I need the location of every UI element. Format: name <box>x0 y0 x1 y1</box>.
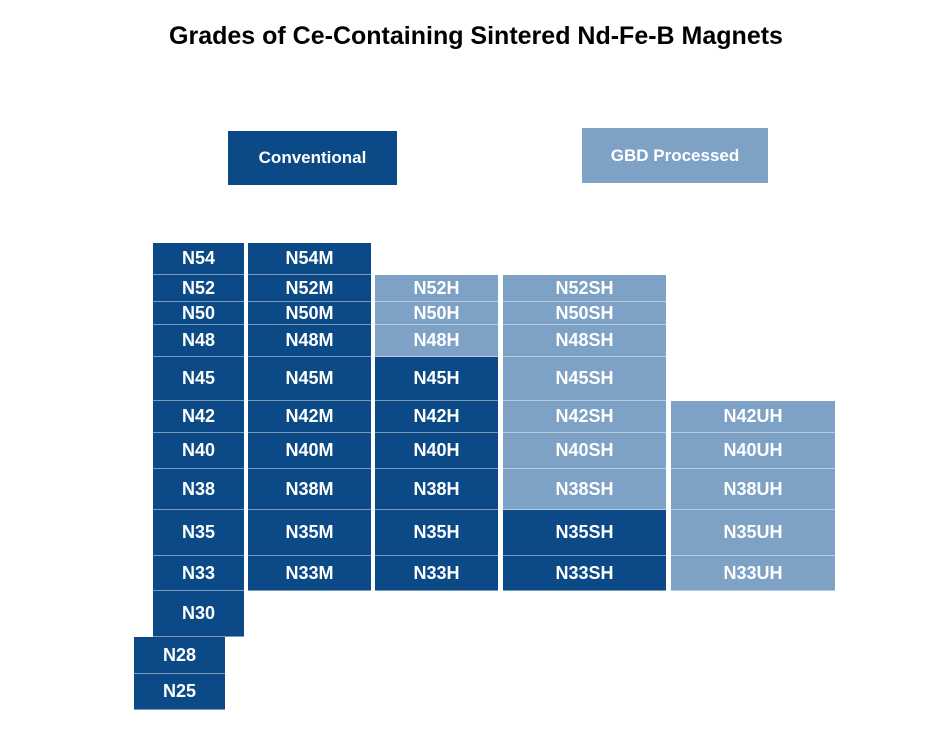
grade-label: N40 <box>181 440 216 460</box>
grade-label: N45SH <box>555 368 614 388</box>
grade-label: N50 <box>181 302 216 323</box>
grade-cell-n42sh: N42SH <box>503 401 666 433</box>
grade-label: N42SH <box>555 406 614 426</box>
grade-label: N45H <box>413 368 460 388</box>
grade-cell-n38uh: N38UH <box>671 469 835 510</box>
grade-cell-n42: N42 <box>153 401 244 433</box>
grade-cell-n54: N54 <box>153 243 244 275</box>
legend-conventional: Conventional <box>228 131 397 185</box>
grade-label: N35H <box>413 522 460 542</box>
grade-label: N52SH <box>555 277 614 298</box>
grade-cell-n33m: N33M <box>248 556 371 591</box>
grade-cell-n52: N52 <box>153 275 244 302</box>
grade-cell-n35sh: N35SH <box>503 510 666 556</box>
grade-label: N35SH <box>555 522 614 542</box>
grade-label: N33UH <box>723 562 783 583</box>
grade-label: N38UH <box>723 478 783 499</box>
legend-conventional-label: Conventional <box>258 148 367 167</box>
grade-label: N35UH <box>723 522 783 542</box>
grade-label: N48SH <box>555 330 614 350</box>
grade-cell-n40m: N40M <box>248 433 371 469</box>
grade-cell-n38m: N38M <box>248 469 371 510</box>
grade-label: N40H <box>413 440 460 460</box>
grade-label: N40M <box>285 440 334 460</box>
grade-label: N48H <box>413 330 460 350</box>
grade-label: N38 <box>181 478 216 499</box>
grade-cell-n38: N38 <box>153 469 244 510</box>
grade-cell-n30: N30 <box>153 591 244 637</box>
grade-label: N30 <box>181 603 216 623</box>
grade-label: N45M <box>285 368 334 388</box>
grade-cell-n33h: N33H <box>375 556 498 591</box>
grade-label: N45 <box>181 368 216 388</box>
grade-cell-n38h: N38H <box>375 469 498 510</box>
grade-cell-n50m: N50M <box>248 302 371 325</box>
grade-cell-n45m: N45M <box>248 357 371 401</box>
grade-label: N33H <box>413 562 460 583</box>
grade-cell-n52m: N52M <box>248 275 371 302</box>
grade-label: N35M <box>285 522 334 542</box>
grade-label: N40SH <box>555 440 614 460</box>
grade-label: N33SH <box>555 562 614 583</box>
grade-label: N50H <box>413 302 460 323</box>
grade-cell-n40uh: N40UH <box>671 433 835 469</box>
grade-cell-n33: N33 <box>153 556 244 591</box>
grade-label: N28 <box>162 644 197 665</box>
grade-cell-n52sh: N52SH <box>503 275 666 302</box>
grade-label: N33 <box>181 562 216 583</box>
grade-cell-n50: N50 <box>153 302 244 325</box>
grade-cell-n50h: N50H <box>375 302 498 325</box>
grade-cell-n48: N48 <box>153 325 244 357</box>
grade-cell-n45sh: N45SH <box>503 357 666 401</box>
grade-label: N50M <box>285 302 334 323</box>
grade-label: N38H <box>413 478 460 499</box>
grade-cell-n33sh: N33SH <box>503 556 666 591</box>
grade-cell-n42h: N42H <box>375 401 498 433</box>
grade-label: N54 <box>181 248 216 268</box>
grade-label: N54M <box>285 248 334 268</box>
legend-gbd-processed-label: GBD Processed <box>610 145 740 165</box>
grade-cell-n48h: N48H <box>375 325 498 357</box>
grade-cell-n54m: N54M <box>248 243 371 275</box>
grade-cell-n40h: N40H <box>375 433 498 469</box>
grade-label: N42 <box>181 406 216 426</box>
grade-label: N48 <box>181 330 216 350</box>
grade-cell-n35h: N35H <box>375 510 498 556</box>
grade-label: N42H <box>413 406 460 426</box>
legend-gbd-processed: GBD Processed <box>582 128 768 183</box>
grade-cell-n38sh: N38SH <box>503 469 666 510</box>
grade-label: N52 <box>181 277 216 298</box>
grade-cell-n33uh: N33UH <box>671 556 835 591</box>
grade-cell-n42m: N42M <box>248 401 371 433</box>
grade-cell-n50sh: N50SH <box>503 302 666 325</box>
grade-label: N42M <box>285 406 334 426</box>
grade-label: N38SH <box>555 478 614 499</box>
grade-cell-n45: N45 <box>153 357 244 401</box>
diagram-title: Grades of Ce-Containing Sintered Nd-Fe-B… <box>169 22 783 50</box>
grade-cell-n48m: N48M <box>248 325 371 357</box>
grade-cell-n35m: N35M <box>248 510 371 556</box>
grade-cell-n40: N40 <box>153 433 244 469</box>
grade-label: N35 <box>181 522 216 542</box>
grade-label: N38M <box>285 478 334 499</box>
grade-label: N52H <box>413 277 460 298</box>
grade-cell-n35: N35 <box>153 510 244 556</box>
grade-label: N50SH <box>555 302 614 323</box>
grade-cell-n28: N28 <box>134 637 225 674</box>
grade-cell-n52h: N52H <box>375 275 498 302</box>
grade-label: N33M <box>285 562 334 583</box>
grade-label: N40UH <box>723 440 783 460</box>
grade-cell-n48sh: N48SH <box>503 325 666 357</box>
grade-cell-n42uh: N42UH <box>671 401 835 433</box>
grade-label: N25 <box>162 681 197 701</box>
grade-cell-n40sh: N40SH <box>503 433 666 469</box>
grade-cell-n35uh: N35UH <box>671 510 835 556</box>
grade-label: N48M <box>285 330 334 350</box>
grade-cell-n45h: N45H <box>375 357 498 401</box>
grade-label: N42UH <box>723 406 783 426</box>
grade-label: N52M <box>285 277 334 298</box>
grade-cell-n25: N25 <box>134 674 225 710</box>
